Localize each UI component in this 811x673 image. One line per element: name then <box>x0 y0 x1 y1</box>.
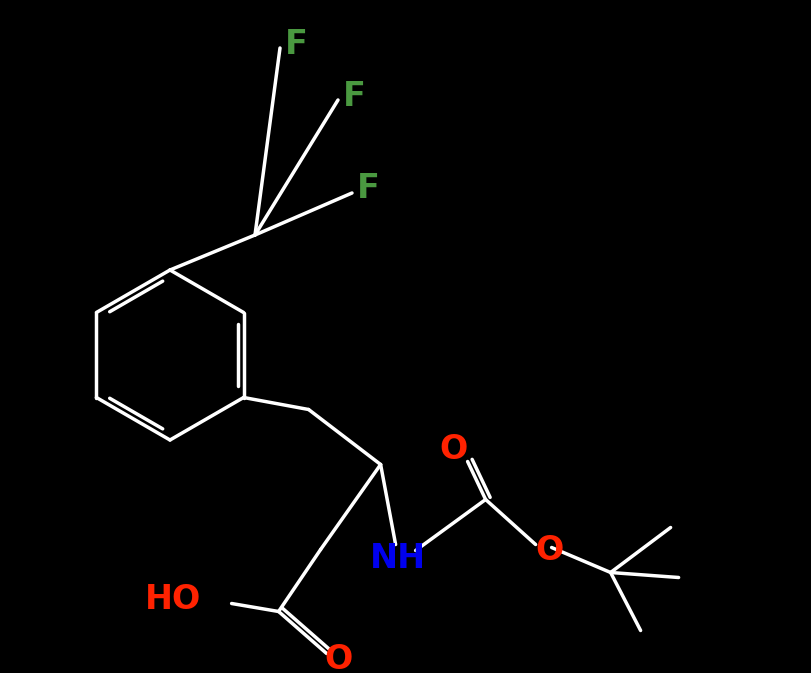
Text: F: F <box>284 28 307 61</box>
Text: F: F <box>342 79 365 112</box>
Text: O: O <box>534 534 563 567</box>
Text: NH: NH <box>369 542 425 575</box>
Text: HO: HO <box>145 583 201 616</box>
Text: O: O <box>324 643 352 673</box>
Text: F: F <box>356 172 379 205</box>
Text: O: O <box>439 433 467 466</box>
